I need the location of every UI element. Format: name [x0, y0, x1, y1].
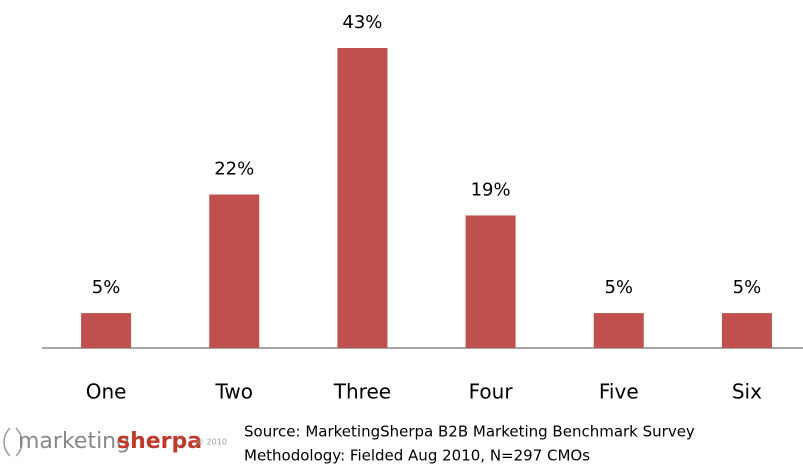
logo-text-bold: sherpa — [117, 429, 202, 454]
x-tick-label: Three — [333, 380, 391, 404]
logo: marketing sherpa © 2010 — [3, 427, 227, 457]
logo-text: marketing — [18, 429, 130, 454]
data-label: 43% — [342, 12, 382, 33]
bar — [593, 313, 644, 348]
data-label: 5% — [604, 277, 633, 298]
bar — [465, 215, 516, 348]
x-tick-label: Six — [732, 380, 762, 404]
data-label: 22% — [214, 159, 254, 180]
bar — [337, 48, 388, 348]
bar — [209, 194, 260, 348]
data-label: 5% — [92, 277, 121, 298]
bar — [721, 313, 772, 348]
x-tick-label: Two — [215, 380, 254, 404]
x-tick-label: Four — [469, 380, 514, 404]
methodology: Methodology: Fielded Aug 2010, N=297 CMO… — [244, 447, 590, 465]
logo-icon — [3, 427, 23, 457]
x-tick-label: One — [86, 380, 127, 404]
data-label: 19% — [471, 179, 511, 200]
bar — [81, 313, 132, 348]
x-tick-label: Five — [599, 380, 639, 404]
logo-copyright: © 2010 — [196, 438, 227, 447]
data-label: 5% — [733, 277, 762, 298]
source: Source: MarketingSherpa B2B Marketing Be… — [244, 423, 695, 441]
